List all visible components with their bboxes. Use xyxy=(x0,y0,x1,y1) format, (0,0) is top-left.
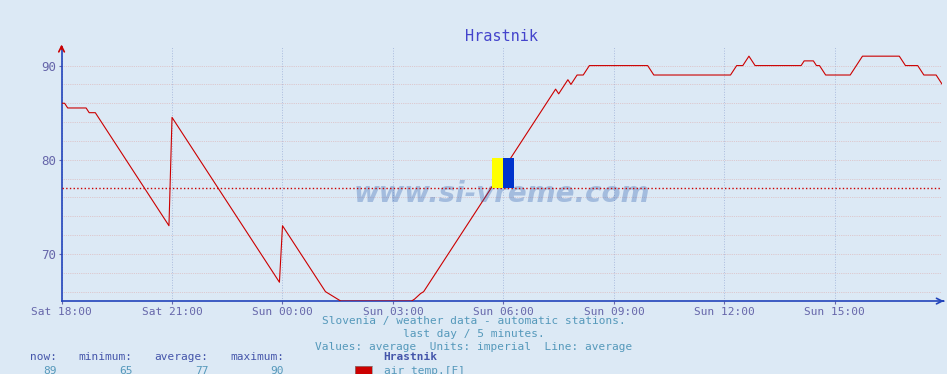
Text: 89: 89 xyxy=(44,366,57,374)
Text: now:: now: xyxy=(29,352,57,362)
Text: 77: 77 xyxy=(195,366,208,374)
Bar xyxy=(504,157,514,188)
Text: average:: average: xyxy=(154,352,208,362)
Text: 65: 65 xyxy=(119,366,133,374)
Text: Hrastnik: Hrastnik xyxy=(384,352,438,362)
Bar xyxy=(492,157,514,188)
Text: maximum:: maximum: xyxy=(230,352,284,362)
Title: Hrastnik: Hrastnik xyxy=(465,29,539,44)
Text: Values: average  Units: imperial  Line: average: Values: average Units: imperial Line: av… xyxy=(314,342,633,352)
Text: 90: 90 xyxy=(271,366,284,374)
Text: Slovenia / weather data - automatic stations.: Slovenia / weather data - automatic stat… xyxy=(322,316,625,326)
Text: www.si-vreme.com: www.si-vreme.com xyxy=(353,180,651,208)
Text: air temp.[F]: air temp.[F] xyxy=(384,366,465,374)
Text: minimum:: minimum: xyxy=(79,352,133,362)
Text: last day / 5 minutes.: last day / 5 minutes. xyxy=(402,329,545,339)
